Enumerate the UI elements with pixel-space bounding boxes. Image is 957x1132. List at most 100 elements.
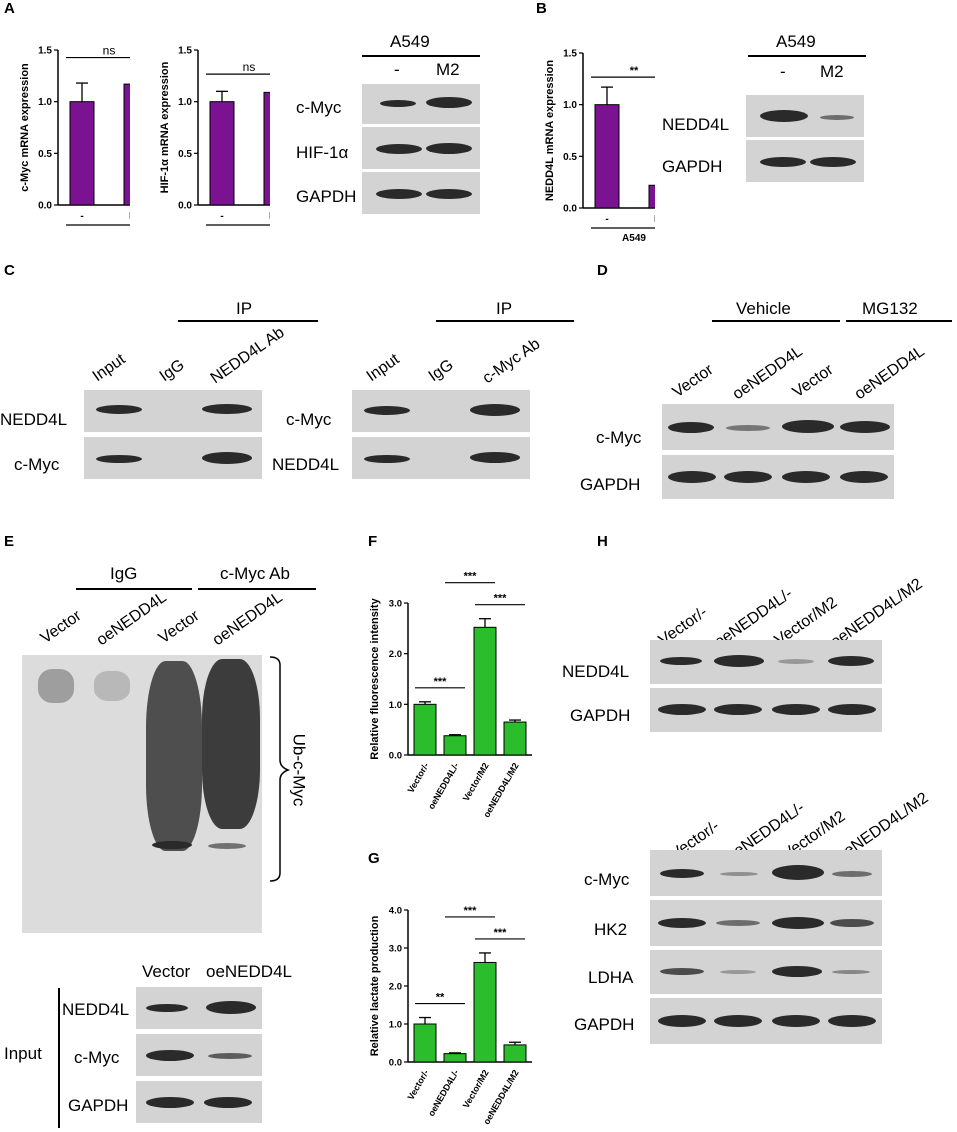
band [658, 918, 706, 928]
d-vehicle-label: Vehicle [736, 299, 791, 318]
y-tick-label: 0.0 [389, 1058, 402, 1069]
panel-label-g: G [368, 850, 380, 867]
y-tick-label: 1.0 [563, 100, 577, 111]
h2-label-hk2: HK2 [594, 920, 628, 939]
h1-label-gapdh: GAPDH [570, 706, 631, 725]
band [782, 420, 834, 433]
a-blot-lane-m2: M2 [436, 60, 460, 79]
sig-label: *** [464, 905, 478, 917]
band [202, 404, 252, 414]
h2-blot-hk2 [650, 900, 882, 946]
h1-label-nedd4l: NEDD4L [562, 662, 630, 681]
band [470, 452, 520, 463]
c1-lane-input: Input [89, 350, 129, 386]
band [840, 421, 890, 433]
d-label-gapdh: GAPDH [580, 475, 641, 494]
band [146, 1097, 194, 1108]
y-tick-label: 2.0 [389, 649, 402, 660]
band [716, 920, 760, 926]
d-label-cmyc: c-Myc [596, 428, 642, 447]
bar [123, 83, 130, 206]
band [376, 189, 422, 199]
panel-label-b: B [536, 0, 547, 17]
c2-ip-label: IP [496, 299, 513, 318]
panel-label-a: A [4, 0, 15, 17]
band [772, 865, 824, 880]
band [426, 189, 472, 199]
band [760, 110, 808, 122]
y-tick-label: 1.5 [178, 46, 192, 57]
bar [594, 104, 620, 209]
c1-lane-igg: IgG [156, 356, 188, 386]
band [714, 655, 764, 667]
e-input-lane-oenedd4l: oeNEDD4L [206, 962, 292, 981]
band [146, 1004, 188, 1012]
y-tick-label: 0.5 [178, 149, 192, 160]
band [830, 919, 874, 927]
bar [69, 101, 95, 206]
smear-vector-2 [146, 661, 202, 851]
y-tick-label: 0.5 [38, 149, 52, 160]
bar [209, 101, 235, 206]
band [760, 157, 806, 167]
e-lane-vector-2: Vector [155, 607, 203, 648]
e-input-blot-nedd4l [136, 987, 262, 1029]
e-input-lane-vector: Vector [142, 962, 191, 981]
x-tick-label: M2 [129, 211, 130, 222]
c1-blot-cmyc [84, 437, 262, 479]
band [660, 657, 702, 665]
band [380, 100, 416, 107]
c1-lane-nedd4l-ab: NEDD4L Ab [207, 324, 288, 388]
bar [413, 1023, 437, 1063]
panel-label-h: H [597, 533, 608, 550]
a-blot-cmyc [362, 84, 480, 124]
band [714, 1015, 762, 1027]
band [426, 97, 472, 108]
bar [503, 1044, 527, 1063]
e-ub-bracket [269, 656, 291, 882]
a-blot-hif1a [362, 127, 480, 169]
y-tick-label: 0.0 [389, 751, 402, 762]
h2-label-gapdh: GAPDH [574, 1015, 635, 1034]
band [726, 425, 770, 431]
c2-lane-cmyc-ab: c-Myc Ab [479, 335, 544, 388]
bar [648, 184, 655, 209]
e-input-blot-gapdh [136, 1081, 262, 1123]
b-blot-lane-m2: M2 [820, 62, 844, 81]
band [364, 455, 410, 463]
y-tick-label: 1.0 [38, 97, 52, 108]
x-tick-label: M2 [654, 214, 655, 225]
x-tick-label: - [220, 211, 223, 222]
y-axis-label: Relative fluorescence intensity [369, 597, 381, 759]
band [426, 143, 472, 154]
y-axis-label: HIF-1α mRNA expression [159, 61, 171, 193]
band [660, 968, 704, 975]
b-blot-group-line [748, 55, 866, 57]
panel-label-d: D [597, 262, 608, 279]
band [376, 144, 422, 154]
a-blot-gapdh [362, 172, 480, 214]
h1-blot-gapdh [650, 688, 882, 732]
c2-lane-input: Input [363, 350, 403, 386]
band [470, 404, 520, 416]
smear-oenedd4l-2 [202, 659, 260, 829]
e-igg-label: IgG [110, 564, 138, 583]
sig-label: *** [494, 927, 508, 939]
y-tick-label: 0.5 [563, 152, 577, 163]
band [714, 704, 762, 715]
y-axis-label: NEDD4L mRNA expression [544, 60, 556, 201]
c1-ip-label: IP [236, 299, 253, 318]
sig-label: *** [494, 593, 508, 605]
d-lane-oenedd4l-2: oeNEDD4L [851, 342, 928, 404]
band [782, 471, 830, 483]
e-input-blot-cmyc [136, 1034, 262, 1076]
band [828, 704, 876, 715]
band [364, 406, 410, 415]
d-blot-gapdh [662, 455, 894, 499]
c2-blot-nedd4l [352, 437, 530, 479]
band [828, 1015, 876, 1027]
band [820, 115, 854, 120]
panel-label-f: F [368, 533, 378, 550]
d-mg132-line [846, 320, 952, 322]
